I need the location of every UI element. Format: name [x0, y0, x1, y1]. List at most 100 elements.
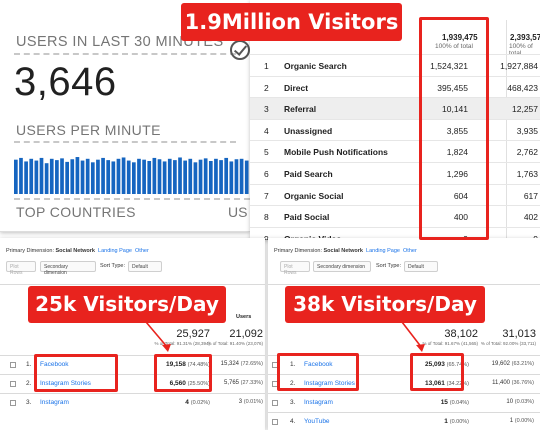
network-new-users: 10 (0.03%) [506, 399, 534, 405]
column-divider [506, 20, 507, 240]
table-row[interactable]: 4 Unassigned 3,855 3,935 [250, 118, 540, 141]
network-link[interactable]: Facebook [304, 361, 333, 368]
arrow-icon [145, 321, 171, 352]
table-row[interactable]: 5 Mobile Push Notifications 1,824 2,762 [250, 140, 540, 162]
highlight-right-networks [277, 353, 359, 391]
row-divider [268, 412, 540, 413]
channel-sessions: 617 [523, 190, 538, 201]
row-index: 5 [264, 147, 269, 158]
landing-page-link[interactable]: Landing Page [366, 248, 400, 254]
row-checkbox[interactable] [10, 362, 16, 368]
minute-bar [162, 161, 167, 194]
row-checkbox[interactable] [272, 400, 278, 406]
users-last-30-title: USERS IN LAST 30 MINUTES [16, 34, 224, 50]
table-row: 4. YouTube 1 (0.00%) 1 (0.00%) [268, 417, 540, 430]
primary-dimension-value[interactable]: Social Network [323, 248, 363, 254]
table-row[interactable]: 2 Direct 395,455 468,423 [250, 75, 540, 98]
minute-bar [111, 161, 116, 194]
minute-bar [24, 161, 28, 194]
minute-bar [224, 157, 229, 194]
landing-page-link[interactable]: Landing Page [98, 248, 132, 254]
plot-rows-button[interactable]: Plot Rows [6, 261, 36, 276]
network-link[interactable]: YouTube [304, 418, 330, 425]
row-checkbox[interactable] [272, 419, 278, 425]
table-row[interactable]: 9 Organic Video 9 9 [250, 226, 540, 240]
row-index: 2 [264, 82, 269, 93]
banner-38k-visitors: 38k Visitors/Day [285, 286, 485, 323]
channel-name[interactable]: Organic Search [284, 61, 347, 71]
table-row[interactable]: 3 Referral 10,141 12,257 [250, 97, 540, 119]
row-index: 2. [26, 380, 32, 387]
network-new-users: 3 (0.01%) [238, 399, 263, 405]
total-users-sub: 100% of total [435, 43, 473, 50]
network-new-users: 19,602 (63.21%) [491, 361, 534, 367]
row-index: 4. [290, 418, 296, 425]
row-index: 7 [264, 190, 269, 201]
network-link[interactable]: Instagram [40, 399, 69, 406]
minute-bar [80, 160, 85, 194]
channel-name[interactable]: Paid Search [284, 169, 333, 179]
row-checkbox[interactable] [10, 400, 16, 406]
minute-bar [106, 160, 111, 194]
network-link[interactable]: Instagram Stories [304, 380, 355, 387]
network-link[interactable]: Instagram Stories [40, 380, 91, 387]
banner-million-visitors: 1.9Million Visitors [181, 3, 402, 41]
sort-type-select[interactable]: Default [128, 261, 162, 272]
row-divider [268, 355, 540, 356]
channel-sessions: 12,257 [512, 104, 538, 115]
banner-25k-visitors: 25k Visitors/Day [28, 286, 226, 323]
users-per-minute-title: USERS PER MINUTE [16, 122, 161, 138]
minute-bar [121, 157, 126, 194]
users-count: 3,646 [14, 60, 117, 104]
network-new-users: 11,400 (36.76%) [492, 380, 534, 386]
row-checkbox[interactable] [10, 381, 16, 387]
plot-rows-button[interactable]: Plot Rows [280, 261, 310, 276]
table-row[interactable]: 7 Organic Social 604 617 [250, 183, 540, 206]
row-index: 9 [264, 233, 269, 240]
network-link[interactable]: Instagram [304, 399, 333, 406]
channel-name[interactable]: Organic Social [284, 190, 344, 201]
primary-dimension-label: Primary Dimension: [6, 248, 54, 254]
channel-name[interactable]: Paid Social [284, 212, 330, 223]
network-link[interactable]: Facebook [40, 361, 69, 368]
minute-bar [244, 160, 249, 194]
top-countries-column: US [228, 204, 248, 220]
minute-bar [60, 158, 64, 194]
secondary-dimension-select[interactable]: Secondary dimension [313, 261, 371, 272]
channel-users: 3,855 [446, 125, 468, 136]
primary-dimension-value[interactable]: Social Network [55, 248, 95, 254]
minute-bar [183, 160, 187, 194]
minute-bar [152, 157, 157, 194]
table-row[interactable]: 6 Paid Search 1,296 1,763 [250, 162, 540, 184]
minute-bar [55, 160, 59, 194]
table-row[interactable]: 1 Organic Search 1,524,321 1,927,884 [250, 54, 540, 76]
social-report-right: Primary Dimension: Social Network Landin… [268, 238, 540, 430]
sort-type-label: Sort Type: [100, 263, 125, 269]
minute-bar [229, 161, 234, 194]
channel-name[interactable]: Referral [284, 104, 317, 115]
summary-total-2-sub: % of Total: 92.00% (33,711) [480, 341, 536, 346]
social-report-left: Primary Dimension: Social Network Landin… [0, 238, 265, 430]
channel-name[interactable]: Direct [284, 82, 309, 93]
minute-bar [147, 161, 152, 194]
other-link[interactable]: Other [403, 248, 417, 254]
channel-name[interactable]: Mobile Push Notifications [284, 147, 388, 158]
other-link[interactable]: Other [135, 248, 149, 254]
minute-bar [157, 159, 162, 194]
channel-sessions: 468,423 [507, 82, 538, 93]
minute-bar [34, 160, 39, 194]
network-new-users: 15,324 (72.65%) [220, 361, 263, 367]
network-new-users: 1 (0.00%) [509, 418, 534, 424]
channel-name[interactable]: Unassigned [284, 125, 333, 136]
users-column-header[interactable]: Users [236, 314, 252, 320]
row-index: 4 [264, 125, 269, 136]
minute-bar [239, 158, 244, 194]
row-divider [268, 374, 540, 375]
secondary-dimension-select[interactable]: Secondary dimension [40, 261, 96, 276]
sort-type-select[interactable]: Default [404, 261, 438, 272]
row-index: 1 [264, 61, 269, 71]
table-row[interactable]: 8 Paid Social 400 402 [250, 205, 540, 227]
channel-sessions: 1,927,884 [500, 61, 538, 71]
minute-bar [193, 162, 198, 194]
channel-name[interactable]: Organic Video [284, 233, 342, 240]
